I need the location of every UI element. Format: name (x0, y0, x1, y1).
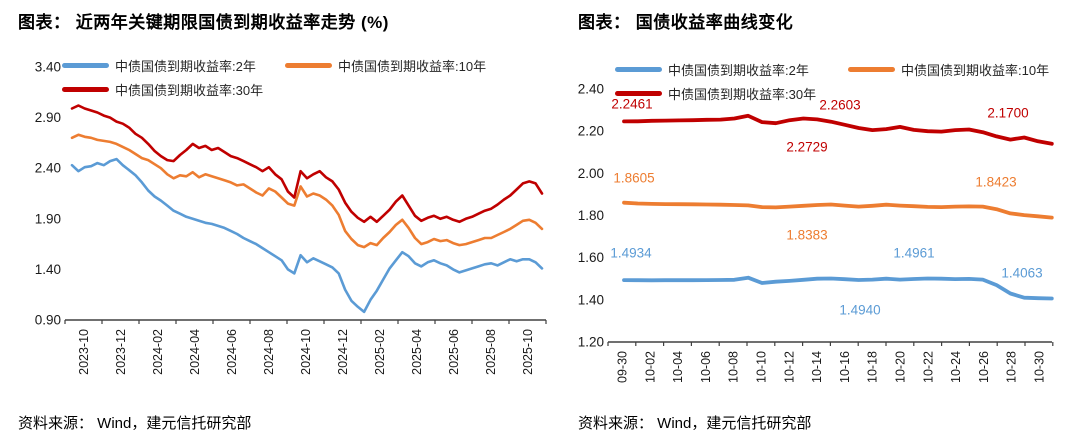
x-tick-label-right: 10-10 (755, 351, 769, 383)
legend-label-10y: 中债国债到期收益率:10年 (901, 62, 1050, 78)
x-tick-label-right: 10-06 (699, 351, 713, 383)
data-label-30y-second-peak: 2.2603 (819, 97, 861, 113)
series-line-30y-right (622, 113, 1054, 146)
x-tick-label-right: 10-26 (977, 351, 991, 383)
legend-item-2y-right: 中债国债到期收益率:2年 (615, 61, 809, 78)
data-label-2y-end: 1.4063 (1001, 265, 1043, 281)
data-label-2y-start: 1.4934 (610, 245, 652, 261)
source-note-left: 资料来源： Wind，建元信托研究部 (18, 415, 252, 432)
legend-item-2y-left: 中债国债到期收益率:2年 (62, 57, 256, 74)
legend-swatch-30y-icon (62, 86, 109, 92)
x-tick-label-left: 2025-08 (484, 329, 498, 375)
y-tick-label-left: 2.40 (35, 161, 61, 176)
x-tick-label-left: 2025-06 (447, 329, 461, 375)
x-tick-label-right: 10-12 (782, 351, 796, 383)
x-tick-label-right: 10-20 (894, 351, 908, 383)
legend-label-2y: 中债国债到期收益率:2年 (115, 58, 256, 74)
x-tick-label-left: 2024-08 (262, 329, 276, 375)
x-tick-label-right: 10-18 (866, 351, 880, 383)
source-note-right: 资料来源： Wind，建元信托研究部 (578, 415, 812, 432)
x-tick-label-right: 10-28 (1005, 351, 1019, 383)
x-tick-label-right: 10-16 (838, 351, 852, 383)
x-tick-label-right: 10-30 (1033, 351, 1047, 383)
x-tick-label-right: 10-08 (727, 351, 741, 383)
x-tick-label-left: 2024-02 (151, 329, 165, 375)
x-tick-label-left: 2023-12 (114, 329, 128, 375)
x-tick-label-left: 2023-10 (77, 329, 91, 375)
x-tick-label-right: 10-14 (810, 351, 824, 383)
y-tick-label-left: 3.40 (35, 60, 61, 75)
legend-swatch-2y-icon (615, 66, 662, 72)
series-line-10y-right (622, 200, 1054, 220)
x-tick-label-right: 10-24 (949, 351, 963, 383)
data-label-30y-end: 2.1700 (987, 105, 1029, 121)
right-chart-title: 图表： 国债收益率曲线变化 (578, 13, 794, 32)
x-tick-label-left: 2025-04 (410, 329, 424, 375)
y-tick-label-left: 2.90 (35, 110, 61, 125)
y-tick-label-right: 2.20 (578, 124, 604, 139)
x-tick-label-right: 09-30 (616, 351, 630, 383)
y-tick-label-right: 2.00 (578, 166, 604, 181)
x-tick-label-right: 10-02 (643, 351, 657, 383)
legend-item-30y-right: 中债国债到期收益率:30年 (615, 85, 817, 102)
legend-swatch-10y-icon (285, 62, 332, 68)
series-line-30y-left (70, 104, 544, 224)
data-label-10y-dip: 1.8383 (786, 227, 828, 243)
x-tick-label-left: 2024-12 (336, 329, 350, 375)
x-tick-label-right: 10-22 (921, 351, 935, 383)
data-label-2y-mid: 1.4940 (839, 302, 881, 318)
data-label-2y-high: 1.4961 (893, 245, 935, 261)
y-tick-label-right: 1.40 (578, 292, 604, 307)
x-tick-label-left: 2025-02 (373, 329, 387, 375)
y-tick-label-right: 2.40 (578, 82, 604, 97)
x-tick-label-left: 2024-04 (188, 329, 202, 375)
legend-item-10y-right: 中债国债到期收益率:10年 (848, 61, 1050, 78)
legend-label-10y: 中债国债到期收益率:10年 (338, 58, 487, 74)
data-label-10y-end: 1.8423 (975, 174, 1017, 190)
x-tick-label-left: 2024-10 (299, 329, 313, 375)
data-label-10y-start: 1.8605 (613, 170, 655, 186)
y-tick-label-right: 1.20 (578, 335, 604, 350)
x-tick-label-right: 10-04 (671, 351, 685, 383)
legend-item-30y-left: 中债国债到期收益率:30年 (62, 81, 264, 98)
legend-swatch-30y-icon (615, 90, 662, 96)
x-tick-label-left: 2025-10 (521, 329, 535, 375)
x-tick-label-left: 2024-06 (225, 329, 239, 375)
data-label-30y-peak: 2.2729 (786, 139, 828, 155)
legend-swatch-2y-icon (62, 62, 109, 68)
y-tick-label-left: 1.40 (35, 262, 61, 277)
legend-swatch-10y-icon (848, 66, 895, 72)
y-tick-label-left: 0.90 (35, 313, 61, 328)
series-line-10y-left (70, 133, 544, 249)
legend-item-10y-left: 中债国债到期收益率:10年 (285, 57, 487, 74)
legend-label-2y: 中债国债到期收益率:2年 (668, 62, 809, 78)
left-chart-title: 图表： 近两年关键期限国债到期收益率走势 (%) (18, 13, 389, 32)
legend-label-30y: 中债国债到期收益率:30年 (115, 82, 264, 98)
y-tick-label-left: 1.90 (35, 211, 61, 226)
legend-label-30y: 中债国债到期收益率:30年 (668, 86, 817, 102)
y-tick-label-right: 1.80 (578, 208, 604, 223)
y-tick-label-right: 1.60 (578, 250, 604, 265)
series-line-2y-right (622, 275, 1054, 301)
data-label-30y-start: 2.2461 (611, 96, 653, 112)
series-line-2y-left (70, 157, 544, 314)
